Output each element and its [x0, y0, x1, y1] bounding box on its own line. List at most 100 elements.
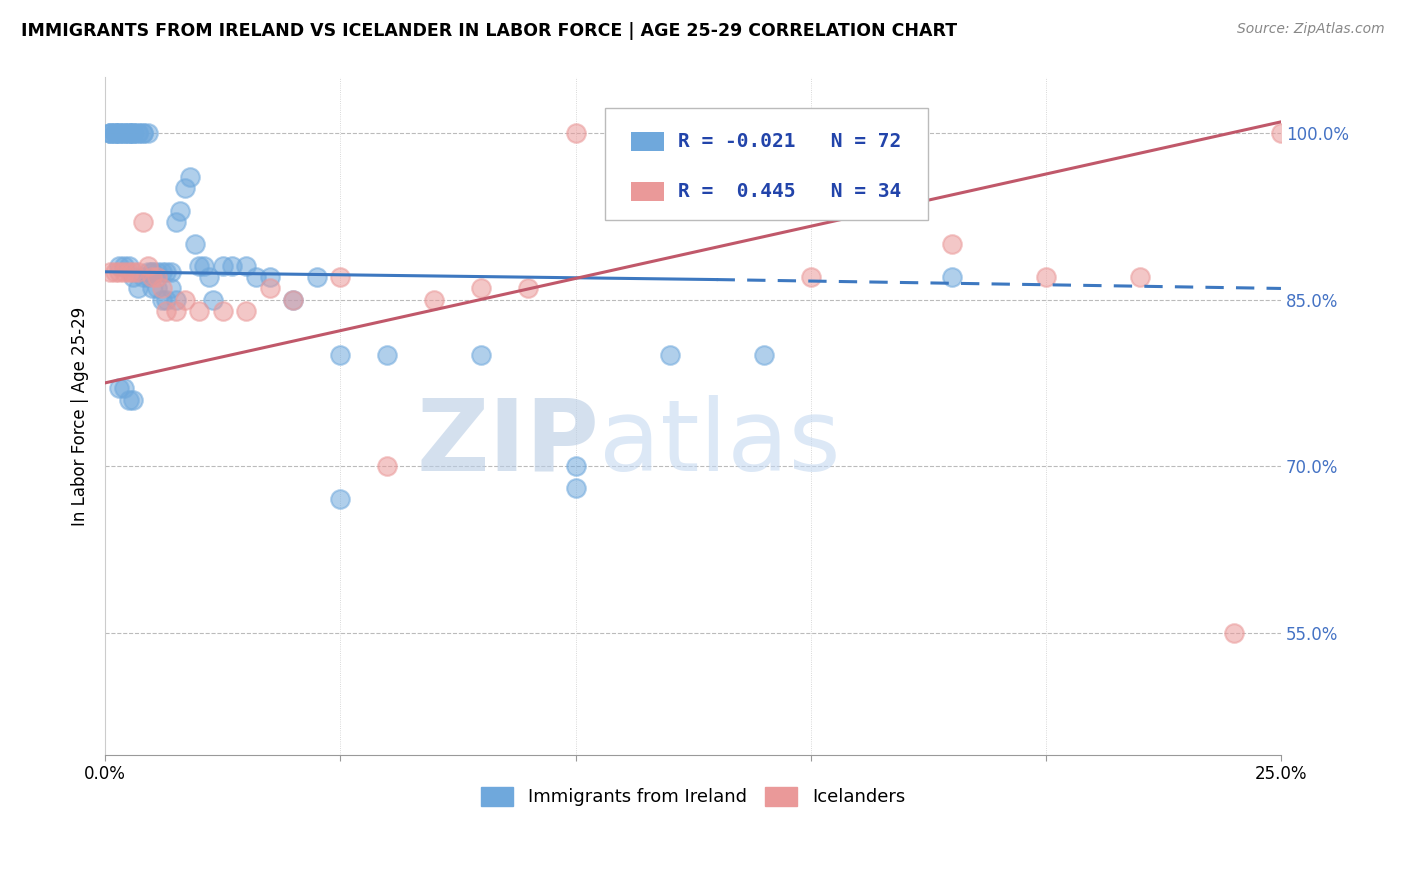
Point: [122, 270, 145, 285]
Point: [221, 259, 243, 273]
Point: [423, 293, 446, 307]
Point: [132, 126, 155, 140]
Point: [141, 265, 163, 279]
Point: [612, 126, 634, 140]
Point: [1035, 270, 1057, 285]
Point: [329, 270, 352, 285]
Point: [122, 126, 145, 140]
Point: [470, 348, 492, 362]
Point: [132, 215, 155, 229]
Point: [160, 281, 183, 295]
Point: [470, 281, 492, 295]
Point: [1223, 625, 1246, 640]
Point: [165, 215, 187, 229]
Point: [564, 126, 586, 140]
Point: [193, 259, 215, 273]
Text: R = -0.021   N = 72: R = -0.021 N = 72: [678, 132, 901, 151]
Point: [658, 348, 681, 362]
Point: [118, 126, 141, 140]
Point: [112, 381, 135, 395]
Point: [211, 259, 233, 273]
Point: [245, 270, 267, 285]
Point: [146, 265, 169, 279]
Point: [104, 126, 127, 140]
Point: [132, 270, 155, 285]
Point: [108, 381, 131, 395]
Point: [108, 126, 131, 140]
Point: [517, 281, 540, 295]
Point: [118, 126, 141, 140]
Point: [329, 348, 352, 362]
Text: atlas: atlas: [599, 395, 841, 491]
Point: [202, 293, 225, 307]
Point: [941, 237, 963, 252]
Point: [136, 265, 159, 279]
Point: [136, 126, 159, 140]
Point: [377, 348, 399, 362]
Text: R =  0.445   N = 34: R = 0.445 N = 34: [678, 182, 901, 201]
Point: [141, 265, 163, 279]
Text: ZIP: ZIP: [416, 395, 599, 491]
Point: [800, 270, 823, 285]
Point: [259, 281, 281, 295]
Legend: Immigrants from Ireland, Icelanders: Immigrants from Ireland, Icelanders: [474, 780, 912, 814]
Point: [112, 126, 135, 140]
Point: [188, 259, 211, 273]
Point: [235, 303, 257, 318]
Point: [150, 293, 173, 307]
Point: [564, 481, 586, 495]
Point: [150, 265, 173, 279]
Point: [118, 259, 141, 273]
Point: [1270, 126, 1292, 140]
Point: [104, 126, 127, 140]
Text: Source: ZipAtlas.com: Source: ZipAtlas.com: [1237, 22, 1385, 37]
Point: [104, 126, 127, 140]
Point: [141, 270, 163, 285]
FancyBboxPatch shape: [631, 182, 664, 201]
Point: [127, 126, 149, 140]
Point: [183, 237, 205, 252]
Point: [752, 348, 775, 362]
Point: [118, 265, 141, 279]
Point: [174, 181, 197, 195]
Point: [136, 270, 159, 285]
Point: [127, 126, 149, 140]
Point: [98, 126, 121, 140]
Point: [1129, 270, 1152, 285]
Y-axis label: In Labor Force | Age 25-29: In Labor Force | Age 25-29: [72, 307, 89, 525]
Point: [127, 265, 149, 279]
Point: [98, 126, 121, 140]
Point: [127, 281, 149, 295]
Point: [146, 281, 169, 295]
Point: [155, 293, 177, 307]
Point: [122, 126, 145, 140]
Point: [160, 265, 183, 279]
Point: [564, 459, 586, 474]
FancyBboxPatch shape: [605, 108, 928, 219]
Point: [98, 265, 121, 279]
Point: [108, 126, 131, 140]
Point: [211, 303, 233, 318]
Point: [112, 259, 135, 273]
Point: [141, 281, 163, 295]
Point: [174, 293, 197, 307]
Point: [179, 170, 201, 185]
Point: [118, 126, 141, 140]
Point: [122, 126, 145, 140]
Point: [188, 303, 211, 318]
Point: [112, 265, 135, 279]
Point: [165, 293, 187, 307]
Point: [104, 265, 127, 279]
Point: [235, 259, 257, 273]
Point: [108, 259, 131, 273]
Point: [118, 392, 141, 407]
Point: [98, 126, 121, 140]
Point: [169, 203, 191, 218]
Text: IMMIGRANTS FROM IRELAND VS ICELANDER IN LABOR FORCE | AGE 25-29 CORRELATION CHAR: IMMIGRANTS FROM IRELAND VS ICELANDER IN …: [21, 22, 957, 40]
Point: [112, 126, 135, 140]
Point: [108, 126, 131, 140]
Point: [146, 270, 169, 285]
FancyBboxPatch shape: [631, 132, 664, 151]
Point: [197, 270, 219, 285]
Point: [122, 265, 145, 279]
